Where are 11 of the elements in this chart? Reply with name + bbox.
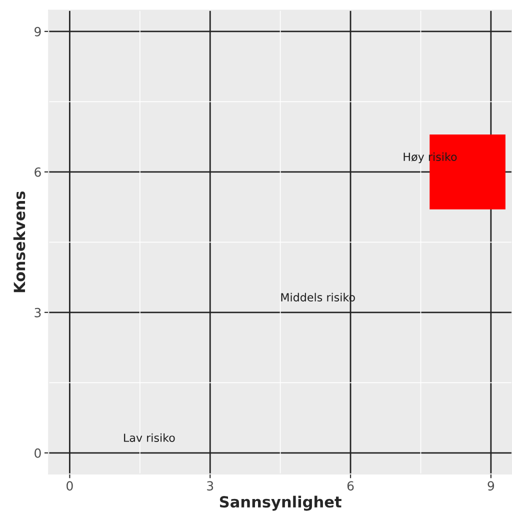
y-tick-label: 9 [34, 26, 41, 36]
x-tick-label: 9 [488, 481, 494, 491]
x-axis-title: Sannsynlighet [220, 496, 342, 511]
annotation: Lav risiko [124, 433, 175, 442]
y-tick-label: 3 [34, 308, 41, 318]
y-axis-title: Konsekvens [13, 191, 26, 292]
x-tick-label: 0 [66, 481, 73, 491]
x-tick-label: 6 [347, 481, 354, 491]
y-tick-label: 0 [34, 448, 41, 458]
x-tick-label: 3 [207, 481, 214, 491]
y-tick-label: 6 [34, 167, 41, 177]
